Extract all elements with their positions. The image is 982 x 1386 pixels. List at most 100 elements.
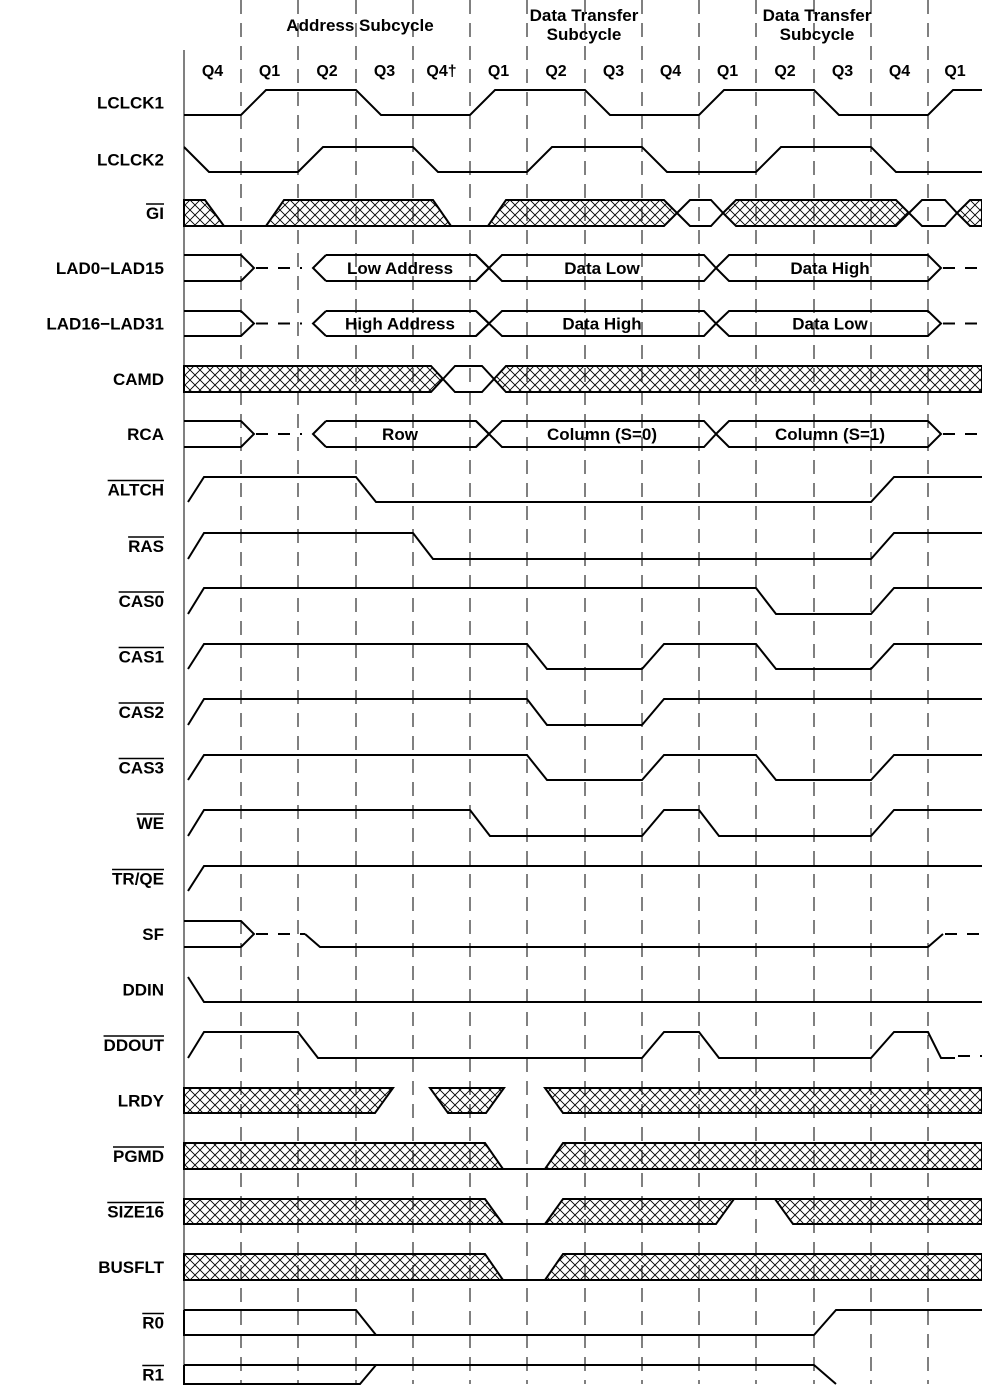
signal-label: SIZE16 — [107, 1203, 164, 1222]
bus-valid — [184, 420, 256, 448]
wave-ras — [187, 532, 982, 560]
signal-label: LCLCK1 — [97, 94, 164, 113]
bus-label: Data High — [562, 315, 641, 334]
signal-label: RCA — [127, 425, 164, 444]
signal-label: GI — [146, 204, 164, 223]
bus-segment — [715, 310, 943, 337]
invalid-region — [543, 1142, 982, 1170]
quarter-label: Q1 — [717, 63, 738, 80]
bus-label: Low Address — [347, 259, 453, 278]
invalid-region — [773, 1198, 982, 1225]
bus-valid — [184, 254, 256, 282]
wave-cas — [187, 698, 982, 726]
wave-cas — [187, 754, 982, 781]
quarter-label: Q4 — [202, 63, 223, 80]
quarter-label: Q3 — [603, 63, 624, 80]
bus-label: Column (S=1) — [775, 425, 885, 444]
quarter-label: Q3 — [832, 63, 853, 80]
signal-label: DDOUT — [104, 1036, 165, 1055]
signal-label: DDIN — [122, 981, 164, 1000]
header: Address Subcycle Data Transfer Subcycle … — [286, 6, 871, 44]
signal-label: CAS3 — [119, 759, 164, 778]
signal-label: CAMD — [113, 370, 164, 389]
signal-label: BUSFLT — [98, 1258, 164, 1277]
subcycle-data-transfer-1-line1: Data Transfer — [530, 6, 639, 25]
signal-label: LRDY — [118, 1092, 165, 1111]
wave-r0-bottom — [183, 1310, 376, 1336]
wave-r0-top — [184, 1309, 982, 1336]
wave-trqe — [187, 865, 982, 892]
signal-label: CAS1 — [119, 648, 164, 667]
signal-label: PGMD — [113, 1147, 164, 1166]
invalid-region — [543, 1198, 736, 1225]
bus-segment — [715, 254, 943, 282]
wave-ddin — [187, 976, 982, 1003]
invalid-region — [486, 199, 679, 227]
quarter-label: Q2 — [316, 63, 337, 80]
bus-label: Row — [382, 425, 419, 444]
bus-label: High Address — [345, 315, 455, 334]
bus-label: Data Low — [792, 315, 868, 334]
signal-label: WE — [137, 814, 164, 833]
wave-lclck1 — [184, 89, 982, 116]
subcycle-address: Address Subcycle — [286, 16, 433, 35]
invalid-region — [492, 365, 982, 393]
signal-label: LAD0−LAD15 — [56, 259, 164, 278]
wave-r1-top — [184, 1364, 837, 1385]
invalid-region — [183, 199, 226, 227]
bus-edge — [311, 254, 327, 282]
quarter-label: Q3 — [374, 63, 395, 80]
invalid-region — [428, 1087, 506, 1114]
quarter-label: Q1 — [944, 63, 965, 80]
wave-cas0 — [187, 587, 982, 615]
wave-ddout — [187, 1031, 955, 1059]
invalid-region — [183, 1087, 395, 1114]
quarter-label: Q4† — [426, 63, 456, 80]
wave-altch — [187, 476, 982, 503]
signal-label: CAS2 — [119, 703, 164, 722]
quarter-label: Q4 — [889, 63, 910, 80]
quarter-label: Q1 — [488, 63, 509, 80]
quarter-labels: Q4 Q1 Q2 Q3 Q4† Q1 Q2 Q3 Q4 Q1 Q2 Q3 Q4 Q1 — [202, 63, 966, 80]
signal-label: RAS — [128, 537, 164, 556]
wave-lclck2 — [183, 146, 982, 173]
wave-camd-valid — [442, 365, 496, 393]
bus-label: Column (S=0) — [547, 425, 657, 444]
subcycle-data-transfer-2-line1: Data Transfer — [763, 6, 872, 25]
subcycle-data-transfer-1-line2: Subcycle — [547, 25, 622, 44]
invalid-region — [183, 1142, 505, 1170]
signal-labels: LCLCK1 LCLCK2 GI LAD0−LAD15 LAD16−LAD31 CAMD R… — [46, 94, 164, 1385]
invalid-region — [543, 1253, 982, 1281]
wave-cas — [187, 643, 982, 670]
bus-edge — [311, 310, 327, 337]
invalid-region — [955, 199, 982, 227]
quarter-label: Q2 — [545, 63, 566, 80]
signal-label: SF — [142, 925, 164, 944]
subcycle-data-transfer-2-line2: Subcycle — [780, 25, 855, 44]
signal-label: ALTCH — [108, 481, 164, 500]
signal-label: CAS0 — [119, 592, 164, 611]
wave-sf-valid — [184, 920, 256, 948]
bus-edge — [311, 420, 327, 448]
signal-label: LCLCK2 — [97, 151, 164, 170]
invalid-region — [721, 199, 911, 227]
wave-gi-valid — [676, 199, 725, 227]
bus-label: Data Low — [564, 259, 640, 278]
bus-valid — [184, 310, 256, 337]
wave-r1-bottom — [183, 1364, 377, 1385]
signal-label: R1 — [142, 1366, 164, 1385]
bus-label: Data High — [790, 259, 869, 278]
wave-gi-valid — [908, 199, 959, 227]
invalid-region — [183, 1198, 505, 1225]
invalid-region — [183, 1253, 505, 1281]
quarter-label: Q1 — [259, 63, 280, 80]
wave-sf-low — [304, 933, 944, 948]
signal-label: TR/QE — [112, 870, 164, 889]
invalid-region — [264, 199, 453, 227]
bus-segment — [715, 420, 943, 448]
quarter-label: Q2 — [774, 63, 795, 80]
quarter-label: Q4 — [660, 63, 681, 80]
signal-label: LAD16−LAD31 — [46, 315, 164, 334]
invalid-region — [543, 1087, 982, 1114]
